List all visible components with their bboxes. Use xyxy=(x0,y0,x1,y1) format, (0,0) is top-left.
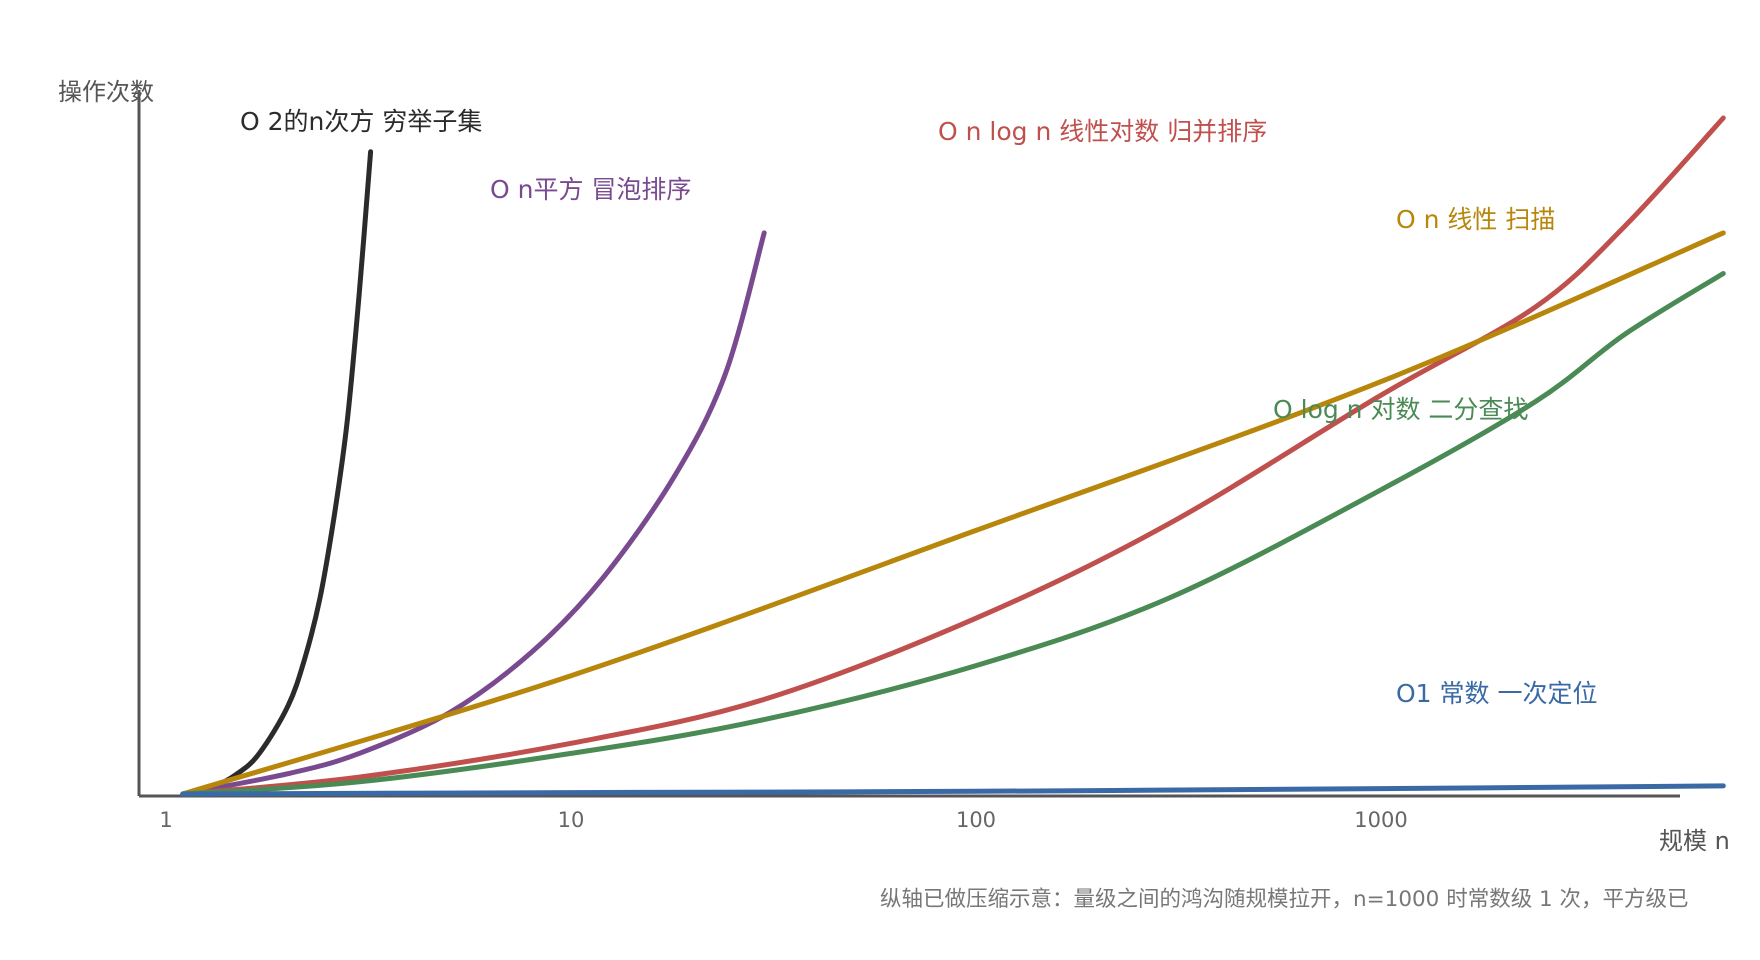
x-tick-labels: 1 10 100 1000 xyxy=(159,808,1407,832)
series-line-o-n2 xyxy=(180,230,767,797)
series-label-o-nlogn: O n log n 线性对数 归并排序 xyxy=(938,117,1267,146)
series-labels: O 2的n次方 穷举子集 O n平方 冒泡排序 O n log n 线性对数 归并排… xyxy=(240,107,1597,708)
x-tick-label-1000: 1000 xyxy=(1354,808,1407,832)
series-label-o-n: O n 线性 扫描 xyxy=(1396,205,1555,234)
series-label-o-n2: O n平方 冒泡排序 xyxy=(490,175,691,204)
series-line-o-1 xyxy=(180,783,1726,797)
x-axis-title: 规模 n xyxy=(1659,827,1730,855)
series-line-o-2n xyxy=(180,149,374,797)
y-axis-title: 操作次数 xyxy=(58,78,154,106)
chart-note: 纵轴已做压缩示意：量级之间的鸿沟随规模拉开，n=1000 时常数级 1 次，平方… xyxy=(880,887,1689,912)
x-tick-label-100: 100 xyxy=(956,808,996,832)
series-line-o-logn xyxy=(180,271,1726,797)
series-lines xyxy=(180,115,1726,797)
x-tick-label-1: 1 xyxy=(159,808,172,832)
series-label-o-logn: O log n 对数 二分查找 xyxy=(1273,395,1528,424)
series-label-o-2n: O 2的n次方 穷举子集 xyxy=(240,107,482,136)
series-line-o-nlogn xyxy=(180,115,1726,797)
series-label-o-1: O1 常数 一次定位 xyxy=(1396,679,1597,708)
x-tick-label-10: 10 xyxy=(558,808,585,832)
series-line-o-n xyxy=(180,230,1726,797)
